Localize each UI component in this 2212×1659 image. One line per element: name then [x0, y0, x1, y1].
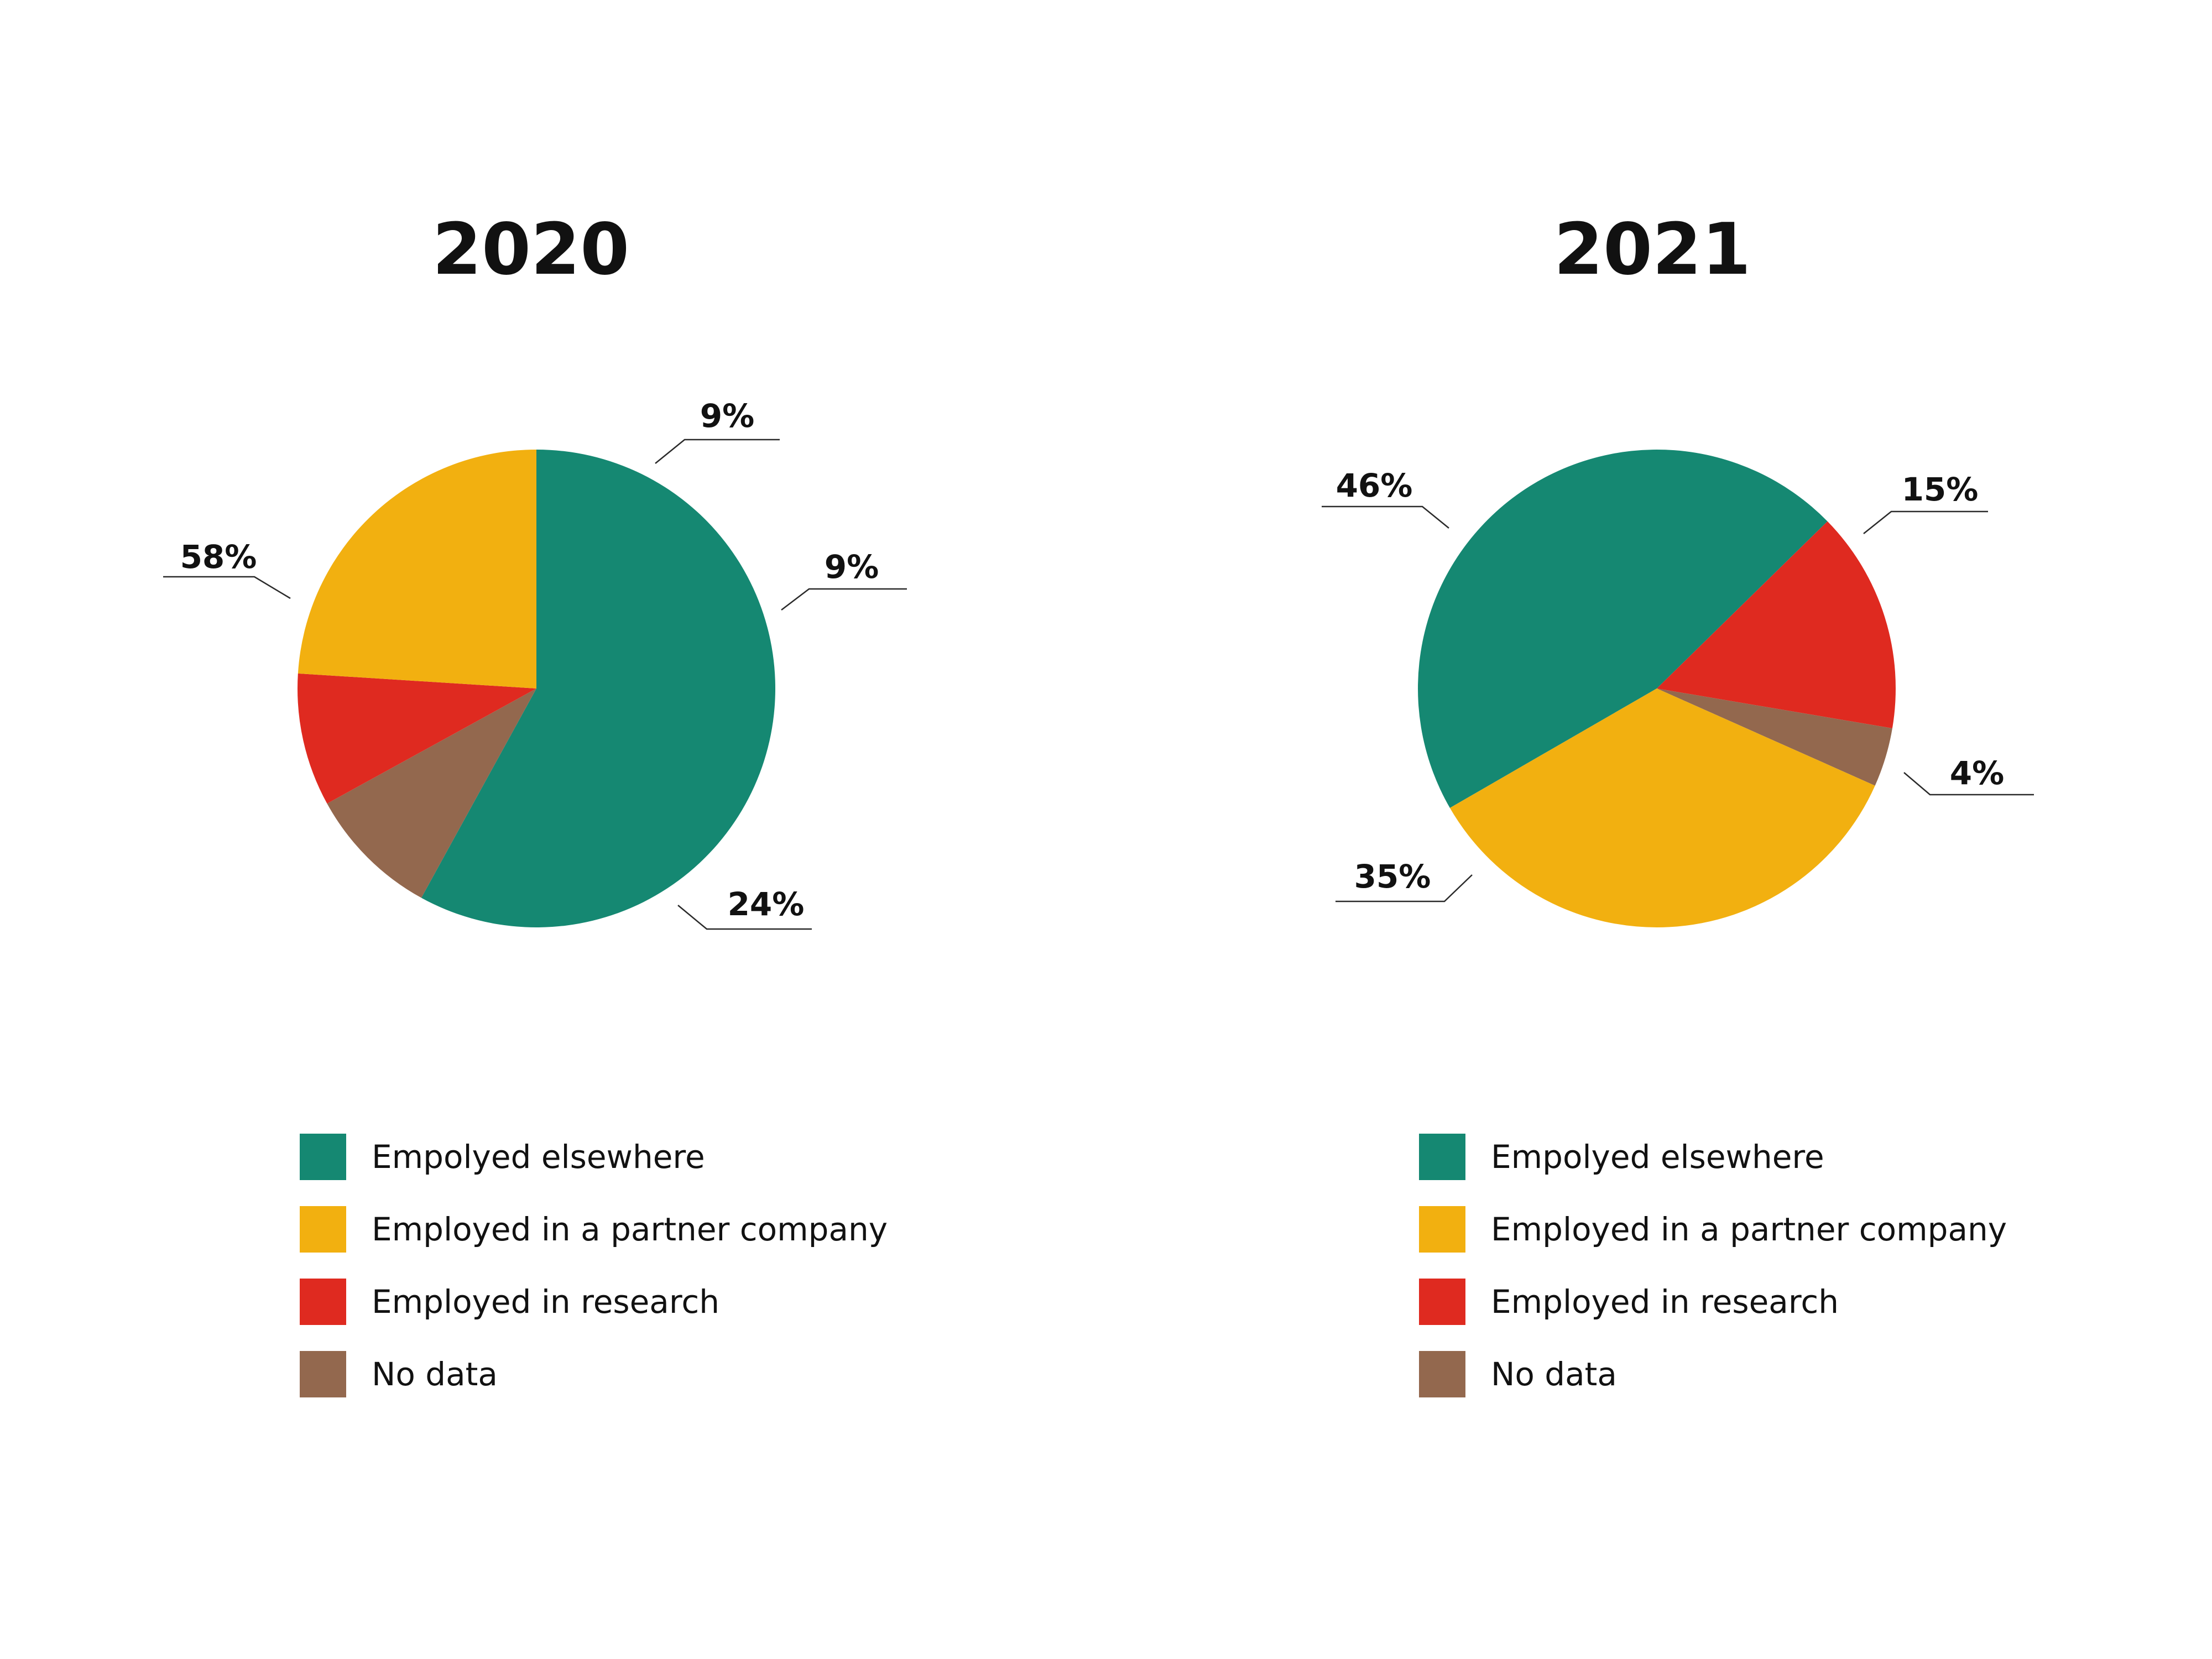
leader-line [655, 439, 780, 464]
value-label-employed-in-a-partner-company: 35% [1354, 858, 1431, 895]
pie-value-labels: 58% 9% 9% 24% [163, 397, 907, 930]
pie-value-labels: 46% 15% 4% 35% [1322, 467, 2034, 902]
value-label-employed-in-a-partner-company: 24% [728, 885, 805, 923]
pie-slice-employed-in-a-partner-company [298, 450, 536, 688]
pie-chart-2020: 2020 58% 9% 9% 24% Empolyed elsewhere Employ… [163, 208, 907, 1397]
pie-slice-no-data [1657, 688, 1892, 786]
legend-label-employed-in-a-partner-company: Employed in a partner company [1491, 1211, 2007, 1248]
legend-swatch-no-data [300, 1351, 346, 1397]
pie-slice-employed-in-a-partner-company [1449, 688, 1875, 927]
pie-slices [297, 449, 776, 927]
chart-title-2021: 2021 [1554, 208, 1751, 291]
value-label-employed-in-research: 15% [1902, 471, 1979, 508]
legend-label-no-data: No data [372, 1355, 498, 1393]
legend-swatch-empolyed-elsewhere [300, 1134, 346, 1180]
leader-line [1322, 505, 1449, 529]
pie-slices [1418, 450, 1896, 927]
legend-swatch-no-data [1419, 1351, 1465, 1397]
value-label-no-data: 9% [700, 397, 754, 435]
leader-line [781, 588, 907, 611]
pie-slice-employed-in-research [297, 673, 536, 804]
pie-slice-no-data [327, 688, 536, 898]
legend-swatch-employed-in-a-partner-company [300, 1206, 346, 1253]
leader-line [1903, 772, 2034, 796]
chart-title-2020: 2020 [432, 208, 629, 291]
legend-label-empolyed-elsewhere: Empolyed elsewhere [372, 1138, 705, 1176]
value-label-empolyed-elsewhere: 46% [1336, 467, 1413, 504]
legend-label-no-data: No data [1491, 1355, 1617, 1393]
leader-line [163, 576, 291, 599]
leader-line [677, 905, 812, 930]
pie-slice-empolyed-elsewhere [421, 449, 776, 927]
legend-swatch-employed-in-research [1419, 1279, 1465, 1325]
leader-line [1863, 510, 1988, 534]
pie-chart-2021: 2021 46% 15% 4% 35% Empolyed elsewhere Emplo… [1322, 208, 2034, 1397]
value-label-empolyed-elsewhere: 58% [180, 538, 257, 576]
pie-slice-employed-in-research [1657, 521, 1896, 729]
value-label-no-data: 4% [1950, 754, 2004, 792]
legend-label-employed-in-research: Employed in research [372, 1283, 719, 1321]
chart-legend: Empolyed elsewhere Employed in a partner … [1419, 1134, 2007, 1397]
legend-label-employed-in-a-partner-company: Employed in a partner company [372, 1211, 888, 1248]
legend-swatch-empolyed-elsewhere [1419, 1134, 1465, 1180]
legend-label-employed-in-research: Employed in research [1491, 1283, 1839, 1321]
value-label-employed-in-research: 9% [825, 548, 879, 586]
legend-label-empolyed-elsewhere: Empolyed elsewhere [1491, 1138, 1824, 1176]
leader-line [1335, 874, 1473, 902]
legend-swatch-employed-in-a-partner-company [1419, 1206, 1465, 1253]
chart-legend: Empolyed elsewhere Employed in a partner … [300, 1134, 888, 1397]
pie-slice-empolyed-elsewhere [1418, 450, 1828, 808]
legend-swatch-employed-in-research [300, 1279, 346, 1325]
